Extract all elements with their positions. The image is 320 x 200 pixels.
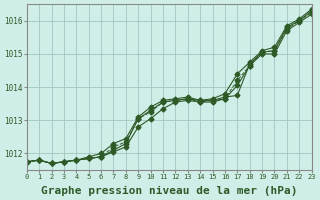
- X-axis label: Graphe pression niveau de la mer (hPa): Graphe pression niveau de la mer (hPa): [41, 186, 298, 196]
